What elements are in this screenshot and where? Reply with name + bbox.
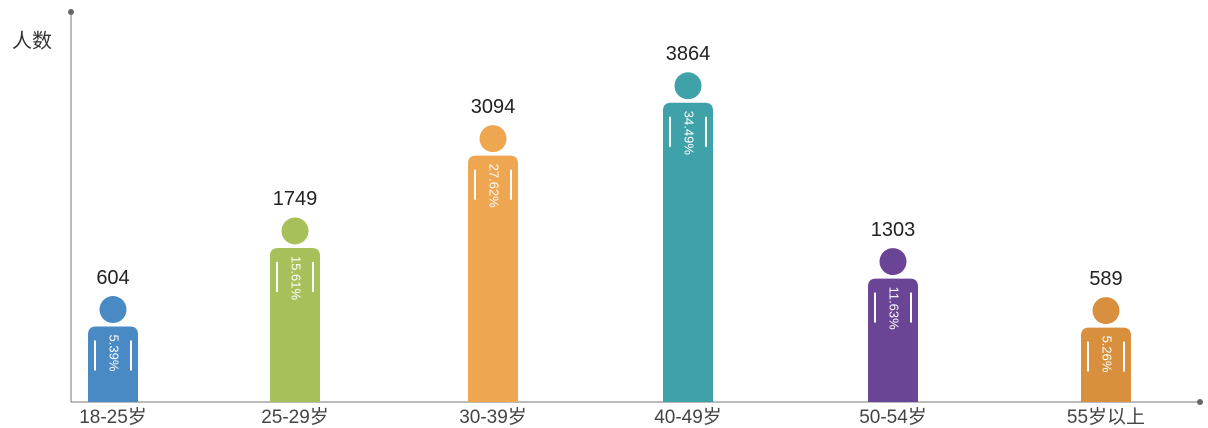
y-axis-label: 人数	[12, 29, 52, 52]
person	[868, 248, 918, 402]
person-head	[281, 217, 309, 245]
x-tick-label: 40-49岁	[654, 406, 722, 428]
share-label: 5.26%	[1100, 336, 1115, 373]
share-label: 5.39%	[107, 335, 122, 372]
share-label: 27.62%	[487, 164, 502, 209]
x-tick-label: 50-54岁	[859, 406, 927, 428]
person-body	[468, 155, 518, 402]
value-label: 589	[1089, 268, 1122, 290]
y-axis-end	[68, 9, 74, 15]
x-axis-end	[1197, 399, 1203, 405]
person-head	[1092, 297, 1120, 325]
person-body	[663, 102, 713, 402]
person-head	[879, 248, 907, 276]
x-tick-label: 18-25岁	[79, 406, 147, 428]
value-label: 3094	[471, 96, 516, 118]
share-label: 34.49%	[682, 111, 697, 156]
value-label: 604	[96, 267, 129, 289]
share-label: 11.63%	[887, 287, 902, 331]
person	[88, 296, 138, 402]
person	[663, 72, 713, 402]
share-label: 15.61%	[289, 256, 304, 301]
person-body	[1081, 327, 1131, 402]
person-body	[88, 326, 138, 402]
x-tick-label: 30-39岁	[459, 406, 527, 428]
person-body	[270, 247, 320, 402]
person	[270, 217, 320, 402]
person-body	[868, 278, 918, 402]
person	[1081, 297, 1131, 402]
x-tick-label: 25-29岁	[261, 406, 329, 428]
x-tick-label: 55岁以上	[1067, 406, 1145, 428]
person-head	[479, 125, 507, 153]
value-label: 1749	[273, 188, 318, 210]
person-head	[674, 72, 702, 100]
value-label: 1303	[871, 219, 916, 241]
person-head	[99, 296, 127, 324]
value-label: 3864	[666, 43, 711, 65]
person	[468, 125, 518, 402]
